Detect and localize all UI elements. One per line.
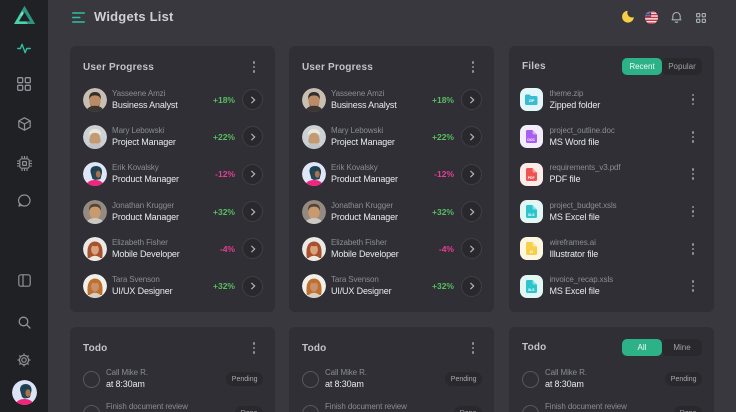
svg-text:XLS: XLS: [528, 213, 535, 217]
svg-text:PDF: PDF: [528, 176, 535, 180]
svg-text:AI: AI: [529, 250, 532, 254]
svg-text:ZIP: ZIP: [529, 99, 535, 103]
svg-text:DOC: DOC: [527, 138, 535, 142]
svg-text:XLS: XLS: [528, 288, 535, 292]
